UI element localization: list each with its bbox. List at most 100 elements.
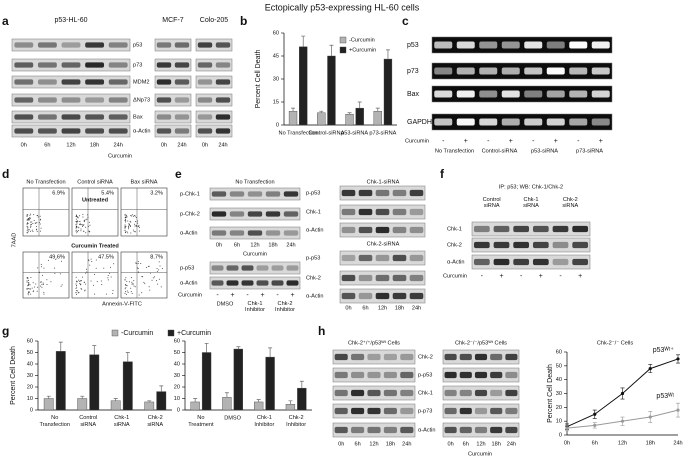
treatment-label: Curcumin xyxy=(243,251,267,257)
y-tick-label: 40 xyxy=(556,377,562,383)
event-dot xyxy=(141,292,143,294)
band xyxy=(375,189,390,197)
event-dot xyxy=(26,281,28,283)
row-label: Untreated xyxy=(82,197,109,203)
event-dot xyxy=(27,227,29,229)
lane-label: 24h xyxy=(412,305,421,311)
event-dot xyxy=(126,285,128,287)
lane-label: 24h xyxy=(402,441,411,447)
event-dot xyxy=(33,290,35,292)
band xyxy=(215,97,231,103)
event-dot xyxy=(132,283,134,285)
event-dot xyxy=(84,272,86,274)
event-dot xyxy=(151,279,153,281)
event-dot xyxy=(107,274,109,276)
treatment-label: Curcumin xyxy=(405,138,429,144)
error-bar xyxy=(204,342,209,353)
lane-label: 6h xyxy=(463,441,469,447)
lane-label: 0h xyxy=(345,305,351,311)
sign: - xyxy=(216,292,219,299)
series-label: p53ᵂᵗ⁺ xyxy=(653,347,675,354)
event-dot xyxy=(131,281,133,283)
event-dot xyxy=(129,226,131,228)
event-dot xyxy=(27,232,29,234)
band xyxy=(256,280,269,286)
error-bar xyxy=(299,380,304,389)
row-label: p-p53 xyxy=(180,265,194,271)
band xyxy=(569,41,588,49)
error-bar xyxy=(268,347,273,358)
blot xyxy=(154,93,192,107)
event-dot xyxy=(125,214,127,216)
event-dot xyxy=(160,286,162,288)
band xyxy=(334,426,348,434)
band xyxy=(532,225,549,233)
event-dot xyxy=(156,267,158,269)
event-dot xyxy=(138,226,140,228)
bar xyxy=(122,361,133,411)
band xyxy=(174,97,190,103)
event-dot xyxy=(28,229,30,231)
event-dot xyxy=(126,280,128,282)
bar xyxy=(288,110,298,126)
event-dot xyxy=(125,220,127,222)
band xyxy=(456,90,475,98)
band xyxy=(434,67,453,75)
event-dot xyxy=(60,285,62,287)
row-label: p-p53 xyxy=(306,255,320,261)
band xyxy=(334,407,348,415)
y-tick-label: 30 xyxy=(174,373,180,379)
y-tick-label: 50 xyxy=(556,363,562,369)
event-dot xyxy=(50,281,52,283)
sign: - xyxy=(532,138,535,145)
band xyxy=(505,371,518,379)
event-dot xyxy=(76,286,78,288)
band xyxy=(85,114,105,120)
band xyxy=(283,211,299,217)
blot xyxy=(209,276,301,290)
event-dot xyxy=(31,221,33,223)
error-bar xyxy=(125,352,130,362)
event-dot xyxy=(76,223,78,225)
row-label: Bax xyxy=(407,91,420,98)
event-dot xyxy=(161,268,163,270)
event-dot xyxy=(37,286,39,288)
event-dot xyxy=(75,224,77,226)
error-bar xyxy=(236,346,241,350)
event-dot xyxy=(42,282,44,284)
event-dot xyxy=(76,214,78,216)
event-dot xyxy=(27,288,29,290)
band xyxy=(546,90,565,98)
percentage: 8.7% xyxy=(150,254,163,260)
group-label: Control-siRNA xyxy=(482,148,518,154)
event-dot xyxy=(75,276,77,278)
event-dot xyxy=(148,265,150,267)
event-dot xyxy=(81,225,83,227)
event-dot xyxy=(76,230,78,232)
bar xyxy=(355,107,364,126)
band xyxy=(271,280,284,286)
event-dot xyxy=(124,226,126,228)
band xyxy=(444,353,457,361)
event-dot xyxy=(86,271,88,273)
event-dot xyxy=(125,277,127,279)
band xyxy=(572,258,589,266)
event-dot xyxy=(124,218,126,220)
event-dot xyxy=(78,279,80,281)
event-dot xyxy=(137,267,139,269)
band xyxy=(156,79,172,85)
marker xyxy=(593,423,597,427)
band xyxy=(479,118,498,126)
band xyxy=(358,226,373,234)
column-label: Bax siRNA xyxy=(130,179,157,185)
band xyxy=(108,42,128,48)
event-dot xyxy=(113,263,115,265)
bar xyxy=(190,401,200,411)
band xyxy=(493,225,510,233)
band xyxy=(591,67,610,75)
event-dot xyxy=(30,277,32,279)
event-dot xyxy=(29,288,31,290)
band xyxy=(14,97,34,103)
treatment-label: Curcumin xyxy=(443,273,467,279)
event-dot xyxy=(32,282,34,284)
